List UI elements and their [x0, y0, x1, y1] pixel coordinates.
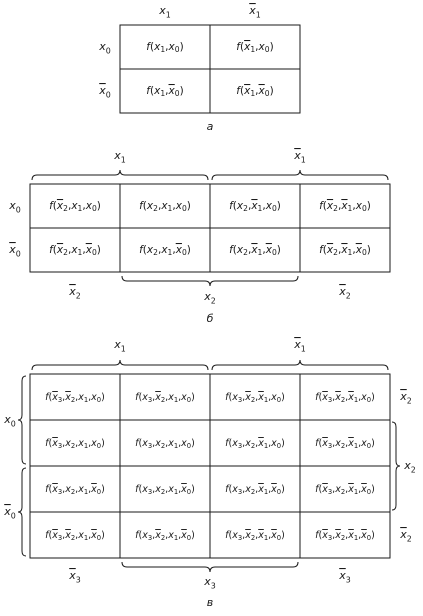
map-c-cell: f(x3​,x2​,x1​,x0​) — [225, 530, 285, 542]
map-a-cell: f(x1​,x0​) — [146, 85, 183, 98]
map-c-bottom-label: x3​ — [338, 569, 351, 584]
map-b-cell: f(x2​,x1​,x0​) — [229, 200, 281, 213]
map-c-cell: f(x3​,x2​,x1​,x0​) — [225, 484, 285, 496]
map-c-brace-x3 — [121, 561, 299, 573]
map-c-brace-x2 — [391, 421, 401, 511]
map-b-row-header: x0​ — [8, 243, 21, 258]
map-b-cell: f(x2​,x1​,x0​) — [319, 244, 371, 257]
map-b-cell: f(x2​,x1​,x0​) — [139, 200, 191, 213]
map-c-cell: f(x3​,x2​,x1​,x0​) — [225, 438, 285, 450]
map-a-cell: f(x1​,x0​) — [146, 41, 183, 54]
map-c-bottom-label: x3​ — [203, 575, 216, 590]
map-b-brace-x2 — [121, 275, 299, 287]
map-c-grid — [29, 373, 391, 559]
map-b-cell: f(x2​,x1​,x0​) — [49, 200, 101, 213]
map-b-brace-not-x1 — [211, 169, 389, 181]
map-a-col-header: x1​ — [248, 4, 261, 19]
map-c-cell: f(x3​,x2​,x1​,x0​) — [45, 484, 105, 496]
map-a-cell: f(x1​,x0​) — [236, 41, 273, 54]
map-c-left-label: x0​ — [3, 505, 16, 520]
map-c-brace-not-x1 — [211, 359, 389, 371]
map-a-row-header: x0​ — [98, 84, 111, 99]
map-c-cell: f(x3​,x2​,x1​,x0​) — [45, 530, 105, 542]
map-c-cell: f(x3​,x2​,x1​,x0​) — [45, 392, 105, 404]
map-c-cell: f(x3​,x2​,x1​,x0​) — [135, 484, 195, 496]
map-c-cell: f(x3​,x2​,x1​,x0​) — [315, 392, 375, 404]
map-a-caption: а — [207, 120, 214, 133]
map-a-col-header: x1​ — [158, 4, 171, 19]
map-b-cell: f(x2​,x1​,x0​) — [229, 244, 281, 257]
map-c-top-label: x1​ — [293, 338, 306, 353]
map-b-top-label: x1​ — [293, 149, 306, 164]
map-c-cell: f(x3​,x2​,x1​,x0​) — [225, 392, 285, 404]
map-c-right-label: x2​ — [399, 528, 412, 543]
map-c-cell: f(x3​,x2​,x1​,x0​) — [315, 484, 375, 496]
map-c-top-label: x1​ — [113, 338, 126, 353]
map-b-grid — [29, 183, 391, 273]
map-c-brace-not-x0 — [17, 467, 27, 557]
map-b-caption: б — [207, 312, 214, 325]
map-c-bottom-label: x3​ — [68, 569, 81, 584]
map-c-cell: f(x3​,x2​,x1​,x0​) — [135, 530, 195, 542]
map-c-caption: в — [207, 596, 213, 609]
map-c-cell: f(x3​,x2​,x1​,x0​) — [315, 530, 375, 542]
map-c-cell: f(x3​,x2​,x1​,x0​) — [45, 438, 105, 450]
map-b-top-label: x1​ — [113, 149, 126, 164]
map-b-cell: f(x2​,x1​,x0​) — [49, 244, 101, 257]
map-a-cell: f(x1​,x0​) — [236, 85, 273, 98]
map-b-row-header: x0​ — [8, 199, 21, 214]
map-c-cell: f(x3​,x2​,x1​,x0​) — [135, 392, 195, 404]
map-b-cell: f(x2​,x1​,x0​) — [319, 200, 371, 213]
map-a-row-header: x0​ — [98, 40, 111, 55]
map-c-left-label: x0​ — [3, 413, 16, 428]
map-c-right-label: x2​ — [399, 390, 412, 405]
map-c-cell: f(x3​,x2​,x1​,x0​) — [135, 438, 195, 450]
map-b-bottom-label: x2​ — [68, 285, 81, 300]
map-c-right-label: x2​ — [403, 459, 416, 474]
map-b-brace-x1 — [31, 169, 209, 181]
map-c-brace-x0 — [17, 375, 27, 465]
map-b-bottom-label: x2​ — [203, 290, 216, 305]
map-b-cell: f(x2​,x1​,x0​) — [139, 244, 191, 257]
map-b-bottom-label: x2​ — [338, 285, 351, 300]
map-c-brace-x1 — [31, 359, 209, 371]
map-c-cell: f(x3​,x2​,x1​,x0​) — [315, 438, 375, 450]
map-a-grid — [119, 24, 301, 114]
